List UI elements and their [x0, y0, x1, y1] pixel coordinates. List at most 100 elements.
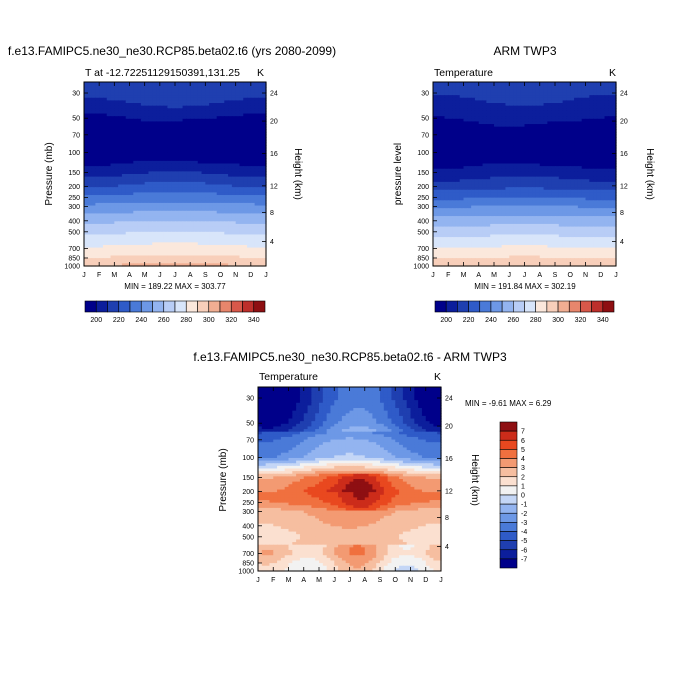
contour-cell: [262, 226, 267, 230]
contour-cell: [254, 155, 260, 159]
contour-cell: [87, 158, 93, 162]
contour-cell: [129, 234, 134, 238]
contour-cell: [205, 113, 210, 117]
contour-cell: [250, 210, 256, 215]
contour-cell: [102, 216, 108, 220]
contour-cell: [474, 139, 480, 144]
contour-cell: [175, 100, 180, 104]
contour-cell: [224, 234, 229, 238]
contour-cell: [186, 223, 191, 228]
contour-cell: [216, 226, 222, 230]
contour-cell: [262, 87, 267, 91]
contour-cell: [593, 110, 598, 115]
y2-tick-label: 16: [270, 151, 278, 158]
contour-cell: [182, 105, 187, 109]
contour-cell: [178, 87, 184, 91]
contour-cell: [190, 166, 195, 170]
contour-cell: [243, 87, 248, 91]
contour-cell: [589, 129, 594, 133]
contour-cell: [258, 105, 263, 109]
contour-cell: [235, 197, 241, 201]
contour-cell: [501, 118, 507, 123]
contour-cell: [148, 181, 153, 186]
contour-cell: [474, 87, 480, 91]
contour-cell: [91, 87, 96, 91]
contour-cell: [129, 252, 134, 257]
contour-cell: [478, 89, 484, 94]
contour-cell: [258, 95, 263, 99]
contour-cell: [224, 142, 229, 146]
contour-cell: [228, 116, 233, 120]
contour-cell: [505, 84, 510, 88]
contour-cell: [144, 223, 150, 228]
contour-cell: [140, 110, 146, 115]
contour-cell: [118, 105, 123, 109]
contour-cell: [182, 258, 187, 262]
contour-cell: [148, 247, 153, 251]
contour-cell: [239, 152, 244, 157]
contour-cell: [148, 82, 153, 86]
contour-cell: [547, 116, 552, 120]
contour-cell: [87, 189, 93, 193]
contour-cell: [178, 195, 184, 199]
contour-cell: [455, 134, 461, 138]
contour-cell: [182, 171, 187, 175]
contour-cell: [570, 116, 575, 120]
contour-cell: [99, 176, 104, 180]
contour-cell: [99, 139, 104, 144]
contour-cell: [555, 87, 560, 91]
contour-cell: [110, 255, 115, 259]
contour-cell: [228, 189, 233, 193]
contour-cell: [167, 145, 172, 149]
contour-cell: [497, 124, 503, 128]
contour-cell: [159, 163, 165, 167]
contour-cell: [102, 84, 108, 88]
contour-cell: [608, 137, 613, 141]
contour-cell: [193, 208, 199, 212]
contour-cell: [463, 142, 468, 146]
contour-cell: [612, 95, 617, 99]
contour-cell: [118, 145, 123, 149]
contour-cell: [114, 239, 119, 243]
contour-cell: [144, 255, 150, 259]
contour-cell: [133, 84, 138, 88]
contour-cell: [121, 176, 127, 180]
contour-cell: [102, 97, 108, 101]
contour-cell: [247, 205, 252, 209]
contour-cell: [543, 121, 548, 125]
contour-cell: [152, 247, 157, 251]
contour-cell: [121, 247, 127, 251]
contour-cell: [247, 179, 252, 183]
contour-cell: [110, 126, 115, 130]
contour-cell: [247, 113, 252, 117]
contour-cell: [220, 192, 225, 196]
contour-cell: [91, 184, 96, 188]
contour-cell: [114, 87, 119, 91]
contour-cell: [539, 84, 545, 88]
contour-cell: [87, 142, 93, 146]
contour-cell: [159, 124, 165, 128]
contour-cell: [118, 118, 123, 123]
contour-cell: [140, 252, 146, 257]
contour-cell: [589, 84, 594, 88]
contour-cell: [471, 126, 476, 130]
contour-cell: [247, 239, 252, 243]
contour-cell: [190, 155, 195, 159]
contour-cell: [102, 189, 108, 193]
contour-cell: [175, 174, 180, 178]
contour-cell: [144, 213, 150, 217]
contour-cell: [133, 174, 138, 178]
contour-cell: [577, 113, 583, 117]
contour-cell: [250, 231, 256, 236]
contour-cell: [516, 116, 522, 120]
contour-cell: [239, 255, 244, 259]
contour-cell: [593, 131, 598, 136]
contour-cell: [84, 100, 89, 104]
contour-cell: [532, 139, 537, 144]
contour-cell: [566, 92, 571, 96]
contour-cell: [254, 87, 260, 91]
contour-cell: [516, 89, 522, 94]
contour-cell: [171, 137, 176, 141]
contour-cell: [212, 179, 218, 183]
contour-cell: [137, 255, 142, 259]
